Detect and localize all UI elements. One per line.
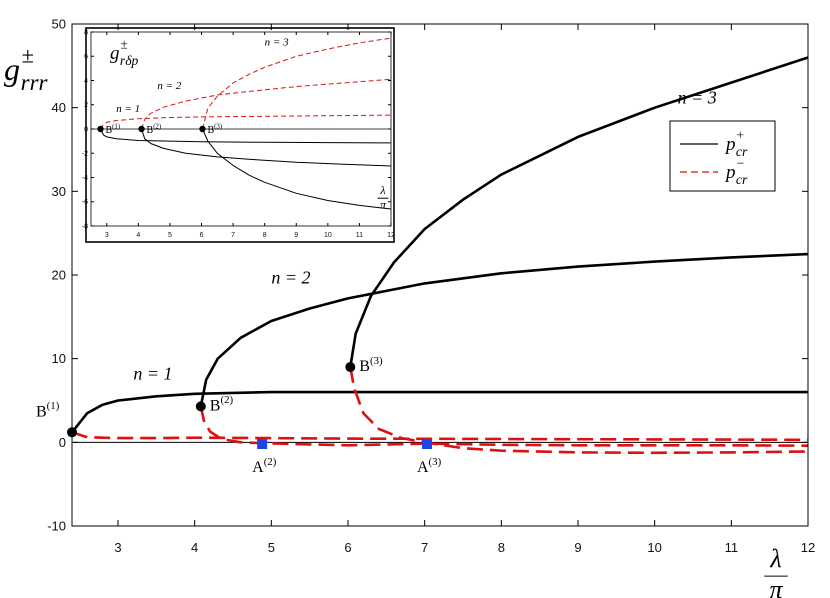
legend: p +crp −cr	[669, 120, 776, 192]
legend-label-1-base: p	[724, 134, 736, 155]
main-xtick-label-1: 4	[191, 540, 198, 555]
main-xtick-label-2: 5	[268, 540, 275, 555]
inset-ylabel-base: g	[110, 43, 120, 64]
main-xtick-label-4: 7	[421, 540, 428, 555]
main-xtick-label-7: 10	[647, 540, 661, 555]
main-series-minus-n1	[71, 431, 809, 442]
inset-xlabel: λπ	[377, 183, 389, 211]
main-ytick-label-1: 0	[59, 435, 66, 450]
main-series-plus-n1	[70, 390, 808, 434]
inset-mode-label-3: n = 3	[265, 36, 289, 48]
main-panel: n = 1 n = 2 n = 3 B(1) B(2) B(3) A(2) A(3) 3 4 5 6 7…	[36, 17, 809, 555]
main-ytick-label-3: 20	[52, 268, 66, 283]
inset-xtick-label-8: 11	[356, 232, 363, 239]
main-point-b3	[345, 362, 356, 373]
inset-xtick-label-6: 9	[294, 232, 298, 239]
main-xtick-label-12: 12	[801, 540, 815, 555]
main-series-plus-n2	[199, 252, 809, 407]
inset-mode-label-2: n = 2	[157, 80, 181, 92]
legend-label-2-sub: cr	[736, 172, 748, 187]
main-ytick-label-2: 10	[52, 351, 66, 366]
main-xtick-label-6: 9	[574, 540, 581, 555]
main-ytick-label-0: -10	[47, 519, 66, 534]
inset-xtick-label-0: 3	[105, 232, 109, 239]
inset-ytick-label-0: -8	[82, 223, 88, 230]
inset-xtick-label-7: 10	[324, 232, 332, 239]
main-ylabel-sup: ±	[22, 42, 34, 67]
inset-ytick-label-3: -2	[82, 151, 88, 158]
inset-label-b2: B(2)	[147, 124, 162, 137]
inset-point-b3	[199, 125, 206, 133]
main-xlabel-num: λ	[769, 544, 781, 573]
inset-series-plus-n3	[202, 128, 392, 210]
main-label-a3: A(3)	[417, 456, 442, 476]
main-series-minus-n2	[199, 406, 809, 447]
main-label-a2: A(2)	[252, 456, 277, 476]
main-label-b2: B(2)	[210, 394, 234, 414]
main-label-b3: B(3)	[359, 355, 383, 375]
inset-series-minus-n1	[100, 114, 392, 130]
inset-border	[85, 27, 395, 243]
inset-ytick-label-2: -4	[82, 175, 88, 182]
main-xtick-label-3: 6	[344, 540, 351, 555]
main-mode-label-2: n = 2	[271, 267, 310, 287]
legend-label-1-sup: +	[736, 128, 744, 143]
main-point-b2	[195, 401, 206, 412]
main-ytick-label-6: 50	[52, 17, 66, 32]
inset-mode-label-1: n = 1	[116, 103, 140, 115]
main-mode-label-1: n = 1	[133, 364, 172, 384]
legend-label-2: p −cr	[724, 156, 748, 188]
inset-xtick-label-9: 12	[387, 232, 395, 239]
inset-series-plus-n1	[100, 128, 392, 144]
main-series-plus-n3	[349, 56, 809, 368]
legend-label-1: p +cr	[724, 128, 748, 160]
main-label-b1: B(1)	[36, 400, 60, 420]
legend-label-1-sub: cr	[736, 144, 748, 159]
main-xtick-label-0: 3	[114, 540, 121, 555]
legend-box	[669, 120, 776, 192]
main-ylabel: g ±rrr	[4, 42, 49, 95]
inset-series-plus-n2	[141, 128, 392, 167]
inset-ylabel-sup: ±	[120, 37, 127, 52]
inset-ytick-label-1: -6	[82, 199, 88, 206]
main-xtick-label-5: 8	[498, 540, 505, 555]
main-xlabel: λπ	[764, 544, 788, 598]
inset-xtick-label-1: 4	[136, 232, 140, 239]
main-mode-label-3: n = 3	[678, 87, 717, 107]
main-ylabel-base: g	[4, 51, 20, 87]
inset-point-b2	[138, 125, 145, 133]
inset-series-minus-n3	[202, 37, 392, 130]
inset-xtick-label-3: 6	[200, 232, 204, 239]
inset-ylabel-sub: rδp	[120, 53, 139, 68]
inset-xlabel-den: π	[380, 197, 387, 211]
legend-label-2-base: p	[724, 162, 736, 183]
main-xtick-label-8: 11	[725, 540, 739, 555]
inset-label-b1: B(1)	[105, 124, 120, 137]
inset-xtick-label-5: 8	[263, 232, 267, 239]
inset-xtick-label-2: 5	[168, 232, 172, 239]
inset-xlabel-num: λ	[379, 183, 385, 197]
inset-xtick-label-4: 7	[231, 232, 235, 239]
main-point-a3	[421, 439, 432, 450]
main-ytick-label-5: 40	[52, 100, 66, 115]
legend-label-2-sup: −	[736, 156, 744, 171]
inset-label-b3: B(3)	[207, 124, 222, 137]
main-ylabel-sub: rrr	[21, 69, 49, 95]
inset-point-b1	[97, 125, 104, 133]
main-point-a2	[257, 439, 268, 450]
main-xlabel-den: π	[769, 575, 783, 598]
inset-ylabel: g ±rδp	[110, 37, 139, 69]
main-ytick-label-4: 30	[52, 184, 66, 199]
